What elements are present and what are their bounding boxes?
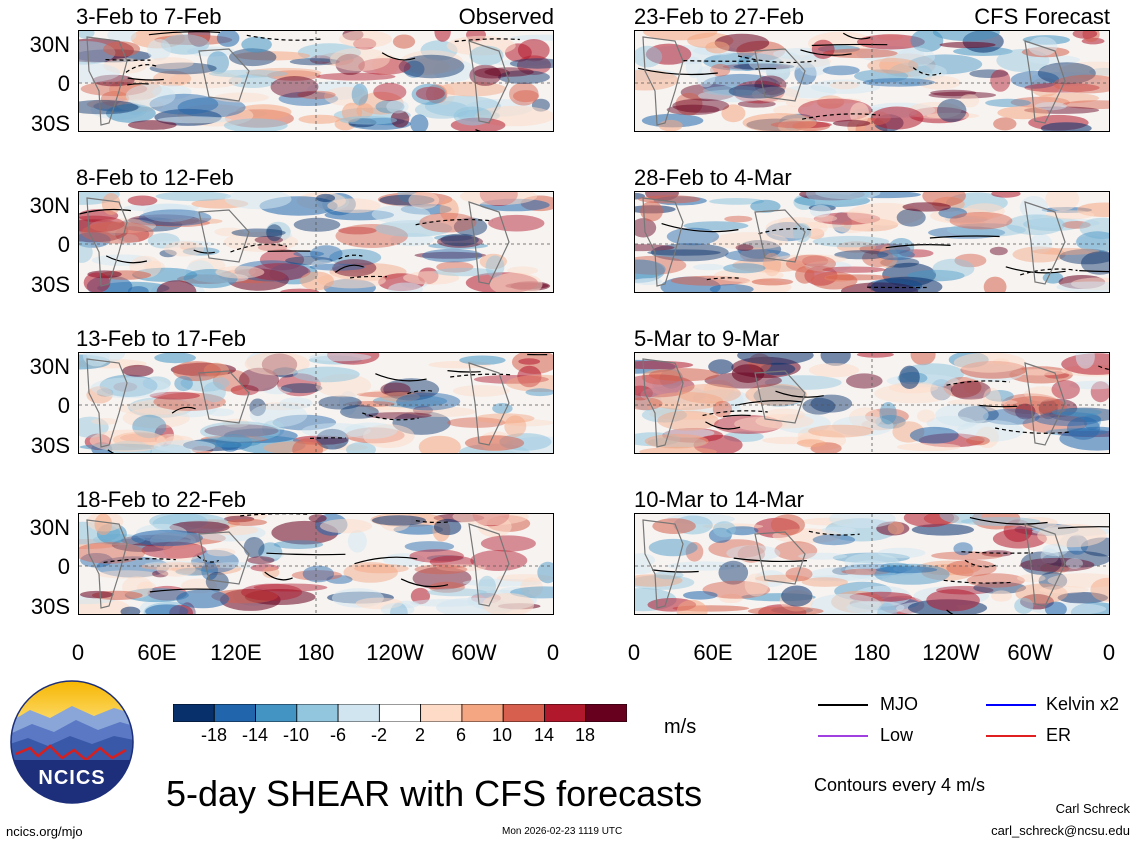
map-panel-5 bbox=[634, 30, 1110, 132]
colorbar-swatch bbox=[213, 703, 256, 723]
footer-author: Carl Schreck bbox=[1055, 801, 1130, 816]
lon-label: 0 bbox=[71, 640, 85, 665]
legend-label-kelvin: Kelvin x2 bbox=[1046, 694, 1120, 714]
lat-label: 30S bbox=[30, 272, 70, 297]
colorbar-tick-label: 14 bbox=[533, 725, 555, 745]
lon-label: 180 bbox=[853, 640, 891, 665]
panel-title-8: 10-Mar to 14-Mar bbox=[634, 487, 804, 512]
colorbar-swatch bbox=[296, 703, 339, 723]
legend-label-low: Low bbox=[880, 725, 914, 745]
lon-label: 60W bbox=[1007, 640, 1053, 665]
map-panel-2 bbox=[78, 191, 554, 293]
lon-label: 120E bbox=[766, 640, 818, 665]
contour-note: Contours every 4 m/s bbox=[814, 775, 986, 795]
panel-title-1: 3-Feb to 7-Feb bbox=[76, 4, 222, 29]
colorbar-swatch bbox=[378, 703, 422, 723]
lon-label: 60W bbox=[451, 640, 497, 665]
lon-label: 180 bbox=[297, 640, 335, 665]
colorbar-tick-label: 10 bbox=[491, 725, 513, 745]
units-label: m/s bbox=[664, 716, 697, 738]
legend-line-kelvin bbox=[986, 704, 1036, 706]
panel-tag-observed: Observed bbox=[458, 4, 554, 29]
footer-site: ncics.org/mjo bbox=[6, 824, 83, 839]
panel-title-3: 13-Feb to 17-Feb bbox=[76, 326, 246, 351]
colorbar-swatch bbox=[585, 703, 628, 723]
colorbar-swatch bbox=[172, 703, 215, 723]
map-panel-6 bbox=[634, 191, 1110, 293]
lon-label: 120W bbox=[366, 640, 424, 665]
legend-line-er bbox=[986, 735, 1036, 737]
map-panel-3 bbox=[78, 352, 554, 454]
footer-timestamp: Mon 2026-02-23 1119 UTC bbox=[502, 826, 623, 837]
colorbar-swatch bbox=[544, 703, 587, 723]
colorbar-swatch bbox=[502, 703, 545, 723]
colorbar-swatch bbox=[337, 703, 380, 723]
panel-title-5: 23-Feb to 27-Feb bbox=[634, 4, 804, 29]
lat-label: 30S bbox=[30, 111, 70, 136]
lat-label: 30S bbox=[30, 594, 70, 619]
legend-line-low bbox=[818, 735, 868, 737]
lat-label: 30N bbox=[29, 354, 70, 379]
lon-label: 60E bbox=[693, 640, 733, 665]
colorbar-swatch bbox=[461, 703, 504, 723]
legend-label-er: ER bbox=[1046, 725, 1072, 745]
lat-label: 0 bbox=[57, 554, 70, 579]
footer-email: carl_schreck@ncsu.edu bbox=[991, 823, 1130, 838]
lon-label: 120E bbox=[210, 640, 262, 665]
colorbar-tick-label: 18 bbox=[574, 725, 596, 745]
map-panel-4 bbox=[78, 513, 554, 615]
lat-label: 30N bbox=[29, 32, 70, 57]
panel-title-7: 5-Mar to 9-Mar bbox=[634, 326, 780, 351]
lon-label: 120W bbox=[922, 640, 980, 665]
main-title: 5-day SHEAR with CFS forecasts bbox=[166, 773, 703, 814]
colorbar-swatch bbox=[255, 703, 298, 723]
lat-label: 30N bbox=[29, 515, 70, 540]
colorbar-tick-label: -18 bbox=[200, 725, 227, 745]
panel-title-6: 28-Feb to 4-Mar bbox=[634, 165, 792, 190]
colorbar-tick-label: 6 bbox=[455, 725, 466, 745]
logo-text: NCICS bbox=[38, 767, 105, 789]
colorbar-tick-label: -2 bbox=[370, 725, 387, 745]
ncics-logo: NCICS bbox=[10, 680, 134, 804]
lon-label: 0 bbox=[546, 640, 560, 665]
map-panel-8 bbox=[634, 513, 1110, 615]
lat-label: 0 bbox=[57, 393, 70, 418]
lon-label: 0 bbox=[1102, 640, 1116, 665]
map-panel-1 bbox=[78, 30, 554, 132]
colorbar bbox=[172, 703, 628, 723]
legend-line-mjo bbox=[818, 704, 868, 706]
colorbar-swatch bbox=[420, 703, 463, 723]
lat-label: 0 bbox=[57, 71, 70, 96]
lat-label: 30N bbox=[29, 193, 70, 218]
lon-label: 60E bbox=[137, 640, 177, 665]
colorbar-tick-label: -10 bbox=[282, 725, 309, 745]
lat-label: 0 bbox=[57, 232, 70, 257]
lat-label: 30S bbox=[30, 433, 70, 458]
colorbar-tick-label: -14 bbox=[241, 725, 268, 745]
panel-title-4: 18-Feb to 22-Feb bbox=[76, 487, 246, 512]
panel-title-2: 8-Feb to 12-Feb bbox=[76, 165, 234, 190]
legend-label-mjo: MJO bbox=[880, 694, 918, 714]
colorbar-tick-label: 2 bbox=[414, 725, 425, 745]
map-panel-7 bbox=[634, 352, 1110, 454]
colorbar-tick-label: -6 bbox=[329, 725, 346, 745]
panel-tag-forecast: CFS Forecast bbox=[974, 4, 1110, 29]
lon-label: 0 bbox=[627, 640, 641, 665]
